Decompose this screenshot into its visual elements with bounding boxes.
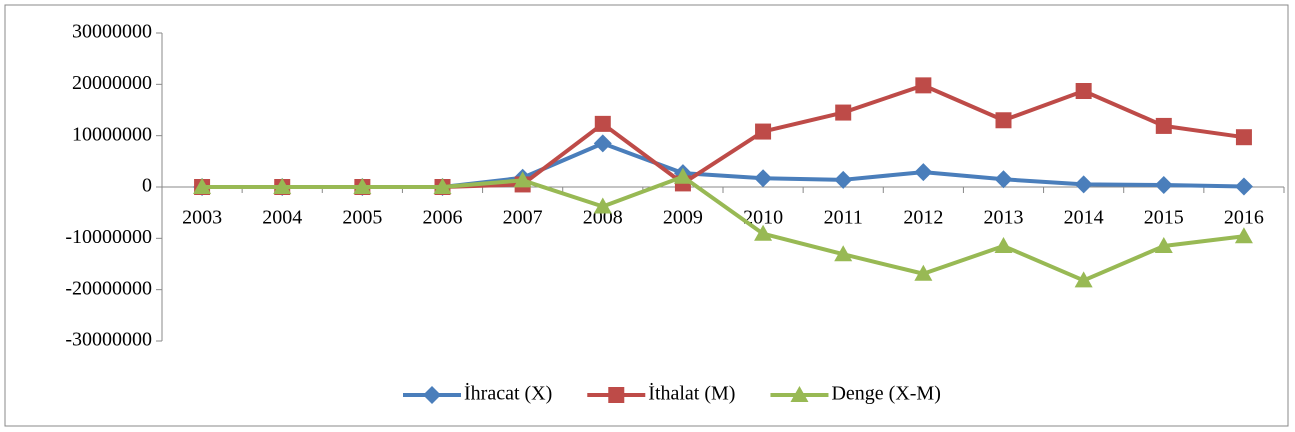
- x-tick-label: 2009: [663, 207, 703, 229]
- data-point: [593, 197, 612, 214]
- x-tick-label: 2015: [1144, 207, 1184, 229]
- data-point: [1235, 129, 1252, 146]
- data-point: [433, 178, 452, 194]
- data-point: [915, 77, 932, 94]
- data-point: [193, 178, 212, 194]
- chart-frame: [4, 4, 1289, 427]
- legend-label: Denge (X-M): [831, 383, 940, 405]
- x-tick-label: 2014: [1064, 207, 1104, 229]
- legend-marker: [790, 386, 809, 402]
- legend-marker: [608, 387, 625, 403]
- legend-label: İhracat (X): [464, 382, 552, 405]
- x-tick-label: 2004: [262, 207, 302, 229]
- data-point: [1075, 83, 1092, 100]
- y-tick-label: 0: [142, 175, 152, 197]
- data-point: [755, 123, 772, 140]
- y-tick-label: -20000000: [65, 277, 152, 299]
- y-tick-label: -10000000: [65, 226, 152, 248]
- y-tick-label: 10000000: [72, 123, 152, 145]
- x-tick-label: 2012: [903, 207, 943, 229]
- x-tick-label: 2016: [1224, 207, 1264, 229]
- data-point: [673, 167, 692, 184]
- data-point: [273, 178, 292, 194]
- series-line: [202, 174, 1245, 283]
- data-point: [914, 264, 933, 281]
- x-tick-label: 2013: [984, 207, 1024, 229]
- legend-label: İthalat (M): [648, 382, 735, 405]
- data-point: [1234, 177, 1253, 196]
- data-point: [834, 245, 853, 262]
- x-tick-label: 2007: [503, 207, 543, 229]
- x-tick-label: 2011: [824, 207, 863, 229]
- data-point: [754, 224, 773, 241]
- y-tick-label: 20000000: [72, 72, 152, 94]
- data-point: [594, 115, 611, 132]
- data-point: [995, 112, 1012, 129]
- data-point: [994, 237, 1013, 254]
- data-point: [513, 171, 532, 188]
- data-point: [1154, 237, 1173, 254]
- x-tick-label: 2003: [182, 207, 222, 229]
- data-point: [353, 178, 372, 194]
- data-point: [1074, 271, 1093, 288]
- data-point: [914, 163, 933, 182]
- x-tick-label: 2006: [423, 207, 463, 229]
- legend-marker: [423, 386, 441, 404]
- y-tick-label: -30000000: [65, 329, 152, 351]
- y-tick-label: 30000000: [72, 21, 152, 43]
- data-point: [1154, 175, 1173, 194]
- data-point: [994, 170, 1013, 189]
- x-tick-label: 2008: [583, 207, 623, 229]
- data-point: [1155, 117, 1172, 134]
- x-tick-label: 2005: [342, 207, 382, 229]
- data-point: [834, 170, 853, 189]
- data-point: [1074, 175, 1093, 194]
- data-point: [835, 104, 852, 121]
- data-point: [593, 134, 612, 153]
- x-tick-label: 2010: [743, 207, 783, 229]
- data-point: [754, 169, 773, 188]
- data-point: [1234, 227, 1253, 244]
